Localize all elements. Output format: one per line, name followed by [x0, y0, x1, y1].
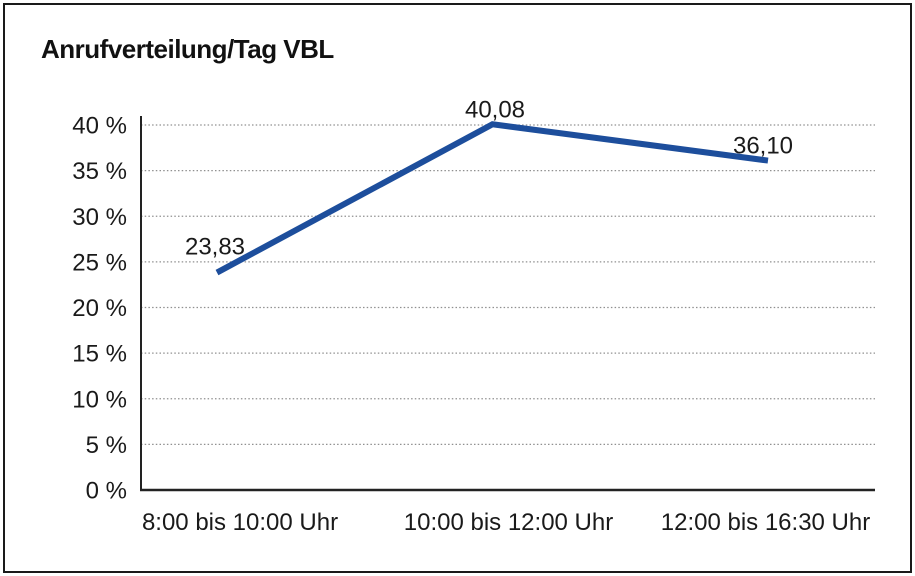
data-point-label: 23,83: [185, 234, 245, 261]
data-line: [215, 121, 769, 276]
chart-title: Anrufverteilung/Tag VBL: [41, 34, 334, 64]
y-axis-tick-label: 20 %: [72, 295, 127, 322]
y-axis-tick-label: 40 %: [72, 113, 127, 140]
data-point-label: 36,10: [733, 133, 793, 160]
x-axis-category-label: 10:00 bis 12:00 Uhr: [404, 509, 613, 536]
y-axis-tick-label: 10 %: [72, 386, 127, 413]
y-axis-tick-label: 5 %: [86, 432, 127, 459]
x-axis-category-label: 8:00 bis 10:00 Uhr: [142, 509, 338, 536]
data-point-label: 40,08: [465, 96, 525, 123]
y-axis-tick-label: 0 %: [86, 478, 127, 505]
y-axis-tick-label: 15 %: [72, 341, 127, 368]
y-axis-tick-label: 30 %: [72, 204, 127, 231]
y-axis-tick-label: 25 %: [72, 249, 127, 276]
y-axis-tick-label: 35 %: [72, 158, 127, 185]
x-axis-category-label: 12:00 bis 16:30 Uhr: [661, 509, 870, 536]
